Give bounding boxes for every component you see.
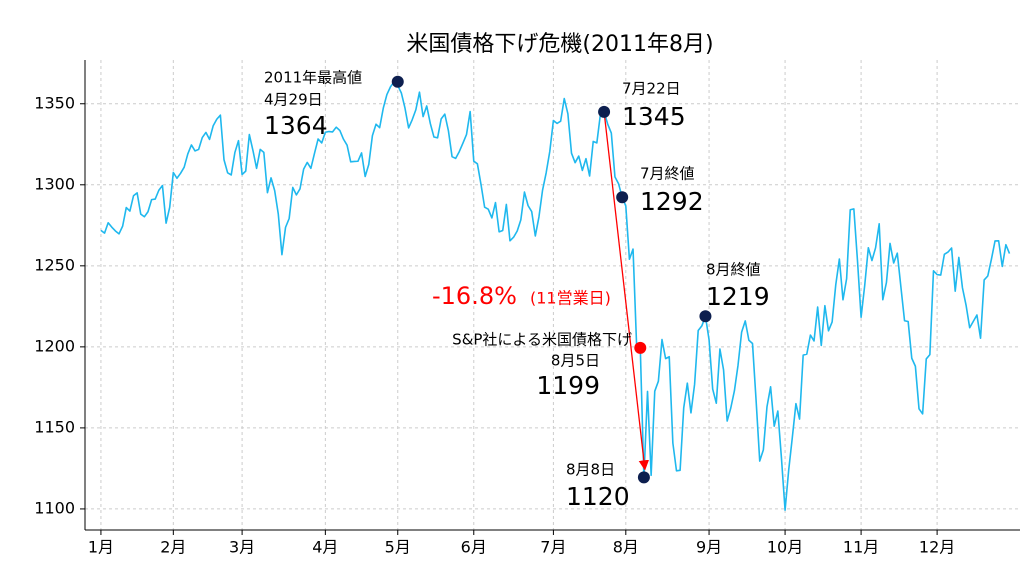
annotation-label: 2011年最高値: [264, 69, 362, 87]
x-tick-label: 11月: [843, 538, 879, 557]
annotation-value: 1120: [566, 482, 630, 511]
annotation-value: 1199: [536, 371, 600, 400]
x-tick-label: 4月: [312, 538, 338, 557]
change-arrow: [603, 111, 650, 471]
annotation-label: S&P社による米国債格下げ: [452, 331, 632, 349]
x-tick-label: 3月: [229, 538, 255, 557]
y-tick-label: 1300: [34, 174, 75, 193]
annotation-dot: [634, 341, 647, 354]
annotation-dot: [637, 471, 650, 484]
annotation-label: 8月5日: [551, 352, 600, 370]
y-tick-label: 1200: [34, 336, 75, 355]
annotation-value: 1219: [706, 282, 770, 311]
annotation-value: 1345: [622, 102, 686, 131]
x-tick-label: 8月: [613, 538, 639, 557]
annotation-label: 4月29日: [264, 91, 323, 109]
y-tick-label: 1350: [34, 93, 75, 112]
x-tick-label: 2月: [160, 538, 186, 557]
annotation-dot: [598, 105, 611, 118]
x-tick-label: 9月: [696, 538, 722, 557]
x-tick-label: 12月: [919, 538, 955, 557]
x-tick-label: 5月: [385, 538, 411, 557]
annotation-dot: [616, 191, 629, 204]
annotation-label: 7月終値: [640, 165, 695, 183]
x-tick-label: 1月: [88, 538, 114, 557]
annotation-label: 8月終値: [706, 261, 761, 279]
x-tick-label: 10月: [767, 538, 803, 557]
x-tick-label: 6月: [461, 538, 487, 557]
annotation-label: 8月8日: [566, 461, 615, 479]
y-tick-label: 1250: [34, 255, 75, 274]
chart-title: 米国債格下げ危機(2011年8月): [406, 32, 713, 57]
annotation-dot: [699, 310, 712, 323]
annotation-dot: [391, 75, 404, 88]
y-tick-label: 1150: [34, 417, 75, 436]
y-tick-label: 1100: [34, 498, 75, 517]
annotation-value: 1292: [640, 187, 704, 216]
change-sublabel: (11営業日): [530, 289, 611, 308]
price-line: [100, 80, 1011, 511]
x-tick-label: 7月: [540, 538, 566, 557]
annotation-label: 7月22日: [622, 80, 681, 98]
change-label: -16.8%: [432, 282, 517, 310]
annotation-value: 1364: [264, 111, 328, 140]
